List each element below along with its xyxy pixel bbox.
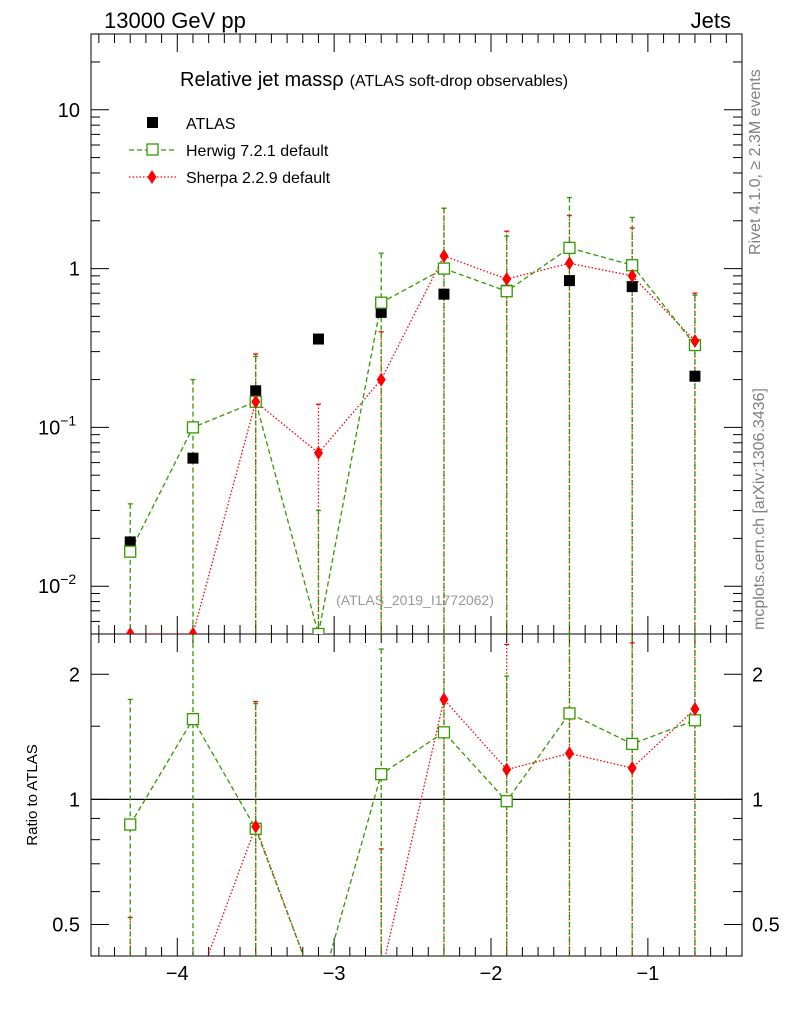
herwig-point: [437, 262, 451, 275]
x-tick-label: −4: [166, 963, 189, 985]
sherpa-point: [251, 394, 261, 409]
y-tick-label-base: 10: [38, 417, 60, 439]
herwig-point: [563, 241, 576, 255]
sherpa-ratio-point: [439, 692, 449, 707]
sherpa-point: [313, 445, 323, 460]
legend-atlas-label: ATLAS: [186, 116, 236, 133]
header-jets-label: Jets: [691, 8, 731, 33]
herwig-point: [124, 545, 137, 558]
sherpa-point: [376, 372, 386, 387]
ratio-plot-area: [91, 634, 742, 1003]
y-tick-label-exp: −1: [60, 412, 76, 428]
legend-atlas-marker: [147, 117, 158, 128]
sherpa-ratio-point: [251, 819, 261, 834]
legend-herwig-marker: [146, 143, 159, 156]
rivet-version-label: Rivet 4.1.0, ≥ 2.3M events: [747, 69, 764, 255]
herwig-ratio-point: [437, 726, 451, 739]
sherpa-point: [439, 249, 449, 264]
ratio-y-tick-label-right: 2: [752, 664, 763, 686]
chart-title: Relative jet massρ (ATLAS soft-drop obser…: [180, 69, 568, 91]
sherpa-ratio-point: [377, 967, 386, 981]
atlas-point: [187, 452, 199, 464]
atlas-point: [124, 536, 136, 548]
y-tick-label: 10−2: [38, 571, 76, 598]
sherpa-ratio-point: [188, 989, 197, 1003]
herwig-line: [129, 247, 696, 634]
ratio-y-tick-label-left: 0.5: [52, 915, 80, 937]
ratio-y-tick-label-right: 1: [752, 789, 763, 811]
herwig-ratio-point: [124, 818, 137, 831]
herwig-ratio-point: [313, 991, 324, 1002]
herwig-point: [375, 296, 388, 309]
header-energy-label: 13000 GeV pp: [104, 8, 246, 33]
y-tick-label-base: 10: [58, 100, 80, 122]
sherpa-line: [130, 255, 696, 634]
herwig-ratio-point: [186, 712, 200, 726]
sherpa-ratio-point: [314, 989, 323, 1003]
x-tick-label: −3: [323, 963, 346, 985]
herwig-ratio-line: [129, 712, 696, 956]
sherpa-point: [125, 627, 135, 634]
atlas-point: [438, 288, 450, 300]
sherpa-ratio-point: [690, 702, 700, 717]
y-tick-label-base: 10: [38, 576, 60, 598]
herwig-point: [312, 627, 325, 634]
herwig-ratio-point: [563, 707, 576, 720]
legend-sherpa-marker: [147, 170, 157, 184]
analysis-id-label: (ATLAS_2019_I1772062): [336, 592, 494, 608]
y-tick-label: 10−1: [38, 412, 76, 439]
legend-herwig-label: Herwig 7.2.1 default: [186, 143, 329, 160]
herwig-point: [186, 421, 200, 434]
legend: ATLAS Herwig 7.2.1 default Sherpa 2.2.9 …: [129, 116, 331, 187]
ratio-y-tick-label-left: 2: [69, 664, 80, 686]
sherpa-point: [627, 268, 637, 283]
ratio-y-tick-label-left: 1: [69, 789, 80, 811]
atlas-point: [312, 333, 324, 345]
ratio-y-axis-label: Ratio to ATLAS: [24, 744, 41, 845]
sherpa-point: [188, 627, 198, 634]
y-tick-label: 1: [69, 259, 80, 281]
sherpa-ratio-line: [207, 698, 696, 956]
herwig-ratio-point: [626, 737, 639, 751]
sherpa-point: [564, 256, 574, 271]
sherpa-point: [502, 271, 512, 286]
sherpa-ratio-point: [627, 761, 637, 776]
x-tick-label: −1: [636, 963, 659, 985]
y-tick-label-base: 1: [69, 259, 80, 281]
ratio-plot-frame: [90, 633, 743, 957]
sherpa-ratio-point: [126, 989, 135, 1003]
x-tick-label: −2: [480, 963, 503, 985]
atlas-point: [626, 281, 638, 293]
y-tick-label-exp: −2: [60, 571, 76, 587]
mcplots-label: mcplots.cern.ch [arXiv:1306.3436]: [751, 388, 768, 630]
y-tick-label: 10: [58, 100, 80, 122]
main-plot-area: [124, 196, 702, 634]
atlas-point: [375, 306, 387, 318]
sherpa-point: [690, 333, 700, 348]
ratio-y-tick-label-right: 0.5: [752, 915, 780, 937]
herwig-ratio-point: [375, 768, 388, 781]
atlas-point: [689, 370, 701, 382]
herwig-point: [500, 285, 513, 298]
sherpa-ratio-point: [564, 746, 574, 761]
atlas-point: [563, 275, 575, 287]
sherpa-ratio-point: [502, 762, 512, 777]
atlas-point: [250, 385, 262, 397]
herwig-ratio-point: [500, 795, 513, 808]
legend-sherpa-label: Sherpa 2.2.9 default: [186, 170, 331, 187]
herwig-ratio-point: [688, 714, 702, 727]
